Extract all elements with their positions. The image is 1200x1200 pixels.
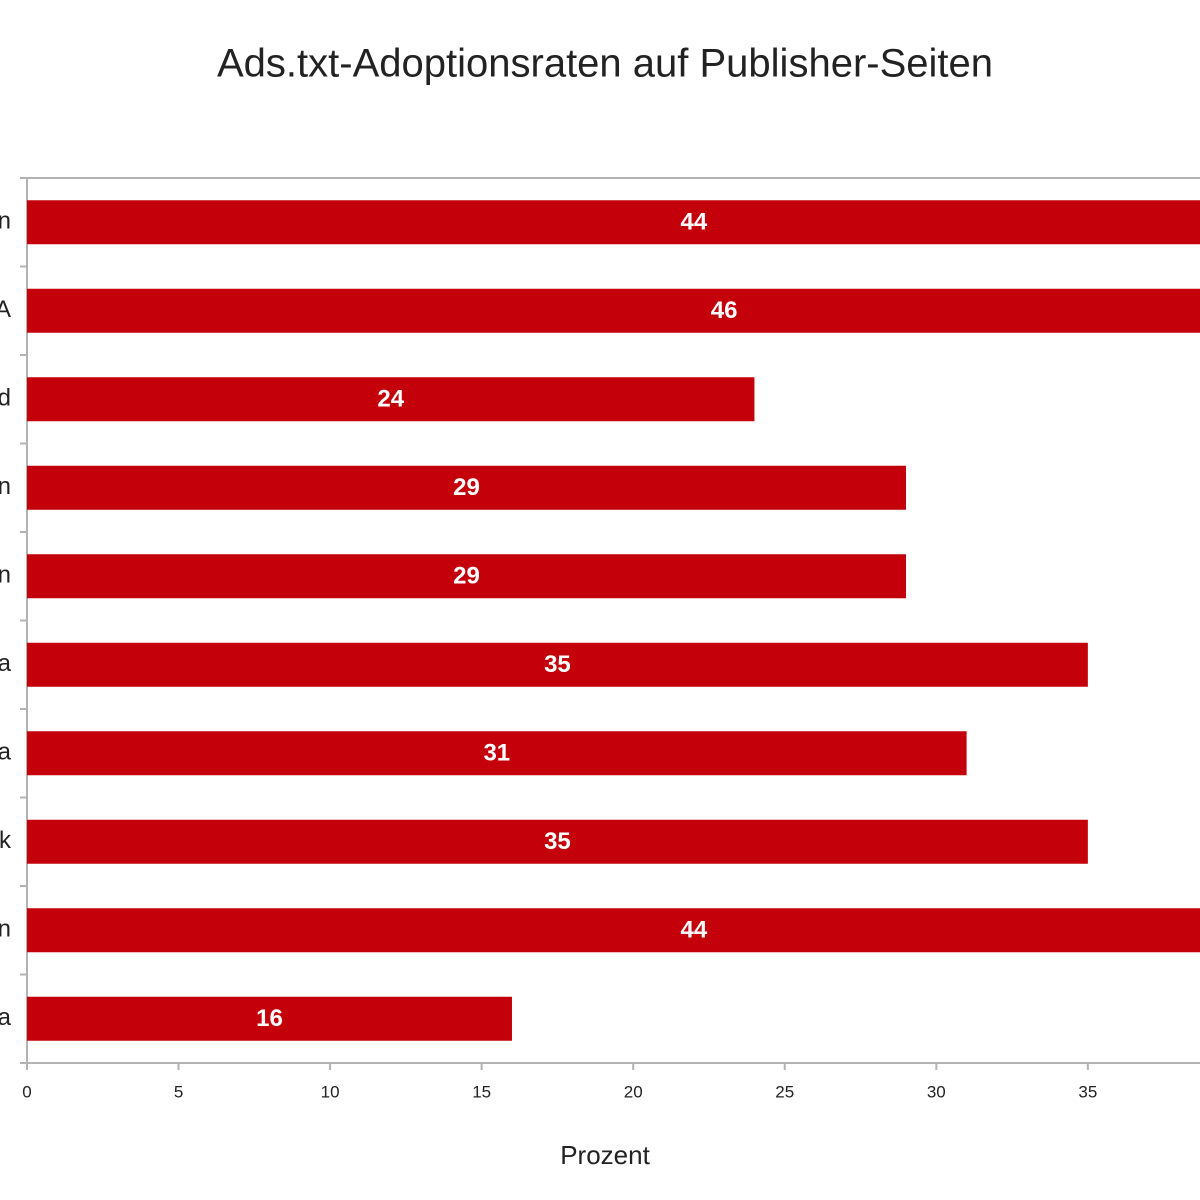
bar [27,377,755,422]
bar-value-label: 35 [544,828,571,855]
y-tick-label: n [0,916,11,943]
x-tick-label: 30 [927,1082,946,1101]
bar [27,200,1200,245]
x-tick-label: 25 [775,1082,794,1101]
bar-value-label: 29 [453,474,480,501]
y-tick-label: k [0,827,12,854]
bar [27,288,1200,333]
bar [27,731,967,776]
y-tick-label: a [0,739,12,766]
bar [27,908,1200,953]
bar [27,465,906,510]
chart-title: Ads.txt-Adoptionsraten auf Publisher-Sei… [217,42,993,86]
y-tick-label: n [0,562,11,589]
x-tick-label: 20 [624,1082,643,1101]
x-tick-label: 10 [321,1082,340,1101]
bar-value-label: 46 [711,297,738,324]
bar-value-label: 16 [256,1005,283,1032]
bar-value-label: 35 [544,651,571,678]
y-tick-label: a [0,650,12,677]
bar [27,996,512,1041]
x-tick-label: 15 [472,1082,491,1101]
bar-value-label: 29 [453,563,480,590]
x-tick-label: 0 [22,1082,31,1101]
bar [27,819,1088,864]
y-tick-label: a [0,1004,12,1031]
y-tick-label: d [0,385,11,412]
y-tick-label: A [0,296,11,323]
bar [27,554,906,599]
x-tick-label: 35 [1078,1082,1097,1101]
bar-value-label: 44 [680,917,707,944]
bar-value-label: 44 [680,209,707,236]
y-tick-label: n [0,208,11,235]
y-tick-label: n [0,473,11,500]
x-axis-label: Prozent [560,1140,650,1170]
bar-value-label: 31 [483,740,510,767]
x-tick-label: 5 [174,1082,183,1101]
bar-value-label: 24 [377,386,404,413]
bar [27,642,1088,687]
